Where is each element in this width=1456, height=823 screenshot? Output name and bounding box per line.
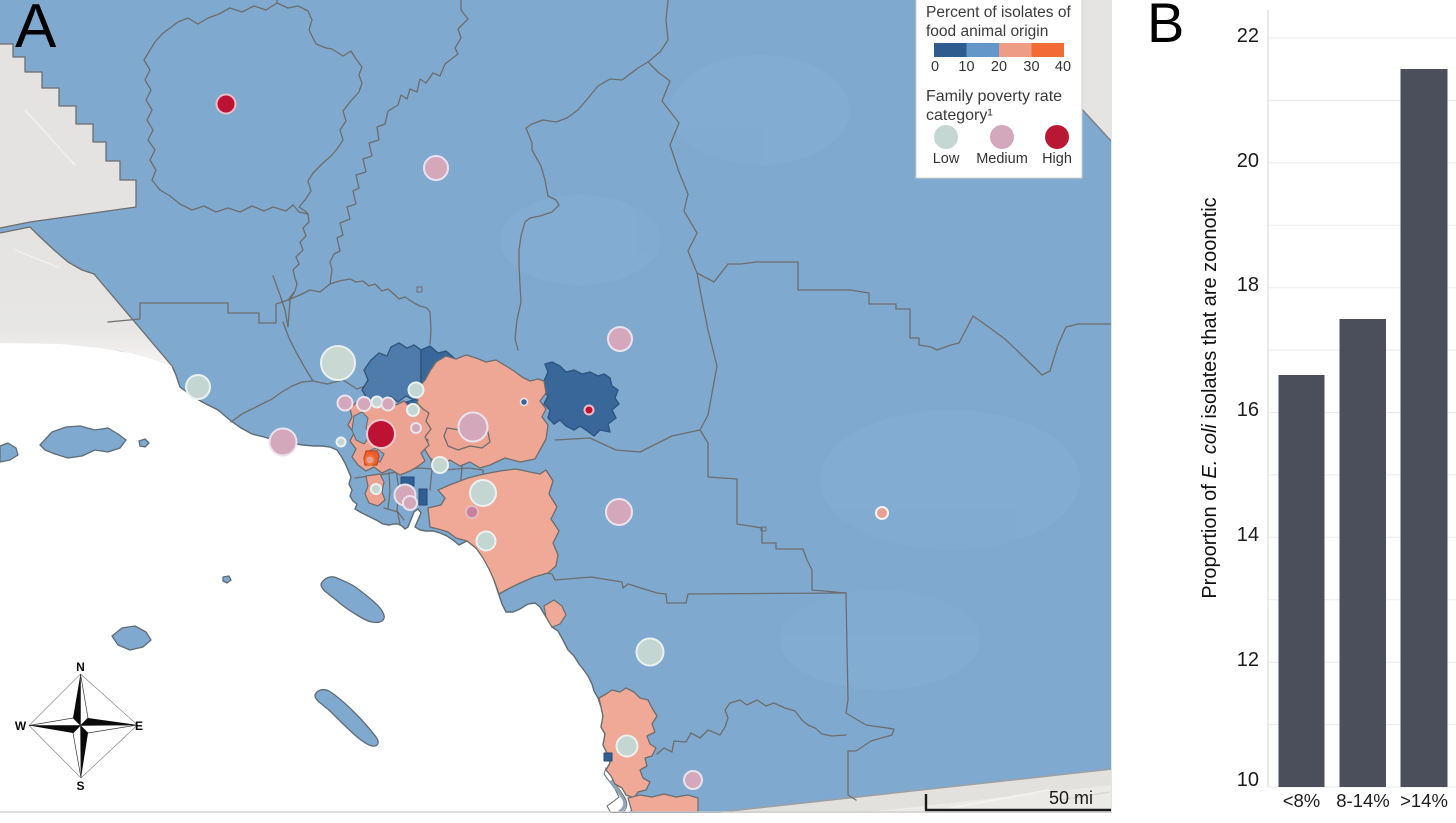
svg-text:E: E xyxy=(135,719,143,733)
svg-text:B: B xyxy=(1147,0,1184,54)
svg-text:8-14%: 8-14% xyxy=(1336,790,1389,811)
svg-text:A: A xyxy=(15,0,57,61)
svg-text:>14%: >14% xyxy=(1400,790,1448,811)
svg-text:20: 20 xyxy=(1237,150,1259,172)
svg-text:40: 40 xyxy=(1055,59,1071,75)
svg-text:50 mi: 50 mi xyxy=(1049,788,1093,808)
svg-text:10: 10 xyxy=(1237,769,1259,791)
svg-text:<8%: <8% xyxy=(1283,790,1321,811)
svg-text:30: 30 xyxy=(1023,59,1039,75)
svg-text:20: 20 xyxy=(991,59,1007,75)
svg-text:22: 22 xyxy=(1237,25,1259,47)
svg-text:Family poverty rate: Family poverty rate xyxy=(926,88,1062,105)
svg-text:Low: Low xyxy=(933,151,960,167)
svg-text:0: 0 xyxy=(931,59,939,75)
svg-text:S: S xyxy=(76,779,84,793)
svg-text:W: W xyxy=(15,719,27,733)
svg-text:food animal origin: food animal origin xyxy=(926,23,1048,40)
svg-text:12: 12 xyxy=(1237,649,1259,671)
svg-text:Medium: Medium xyxy=(976,151,1028,167)
svg-text:18: 18 xyxy=(1237,274,1259,296)
svg-text:category¹: category¹ xyxy=(926,107,993,124)
svg-text:14: 14 xyxy=(1237,524,1259,546)
svg-text:N: N xyxy=(76,660,85,674)
svg-text:Proportion of E. coli isolates: Proportion of E. coli isolates that are … xyxy=(1199,197,1221,598)
svg-text:16: 16 xyxy=(1237,399,1259,421)
svg-text:Percent of isolates of: Percent of isolates of xyxy=(926,4,1071,21)
svg-text:10: 10 xyxy=(958,59,974,75)
svg-text:High: High xyxy=(1042,151,1072,167)
